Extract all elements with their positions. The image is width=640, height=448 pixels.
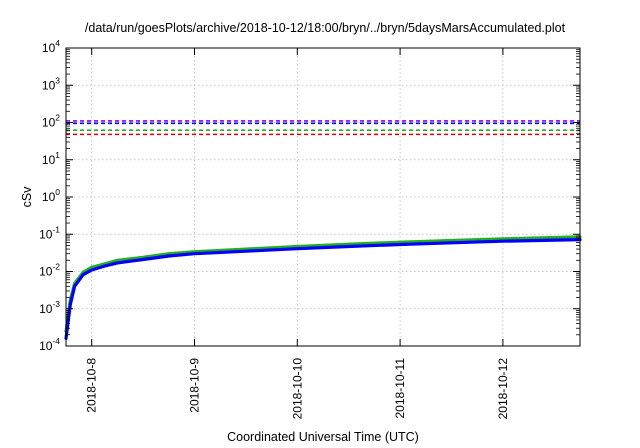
chart-title: /data/run/goesPlots/archive/2018-10-12/1…	[85, 21, 566, 35]
y-tick-label: 10-2	[39, 262, 60, 279]
x-tick-labels: 2018-10-8 2018-10-9 2018-10-10 2018-10-11 20…	[85, 358, 510, 420]
grid	[66, 48, 580, 346]
y-tick-label: 10-1	[39, 224, 60, 241]
series-group	[64, 235, 582, 340]
reference-lines	[66, 120, 580, 136]
y-tick-label: 10-3	[39, 299, 60, 316]
y-tick-labels: 10-4 10-3 10-2 10-1 100 101 102 103 104	[39, 38, 60, 353]
y-tick-label: 103	[42, 75, 60, 92]
axis-ticks	[66, 47, 580, 347]
x-tick-label: 2018-10-10	[290, 358, 304, 420]
x-tick-label: 2018-10-12	[496, 358, 510, 420]
y-tick-label: 10-4	[39, 336, 60, 353]
x-tick-label: 2018-10-8	[85, 358, 99, 413]
x-tick-label: 2018-10-9	[188, 358, 202, 413]
y-tick-label: 101	[42, 150, 60, 167]
y-tick-label: 102	[42, 113, 60, 130]
y-tick-label: 100	[42, 187, 60, 204]
y-tick-label: 104	[42, 38, 60, 55]
y-axis-label: cSv	[20, 186, 34, 208]
x-tick-label: 2018-10-11	[393, 358, 407, 419]
x-axis-label: Coordinated Universal Time (UTC)	[227, 430, 419, 444]
series-line	[64, 238, 582, 340]
